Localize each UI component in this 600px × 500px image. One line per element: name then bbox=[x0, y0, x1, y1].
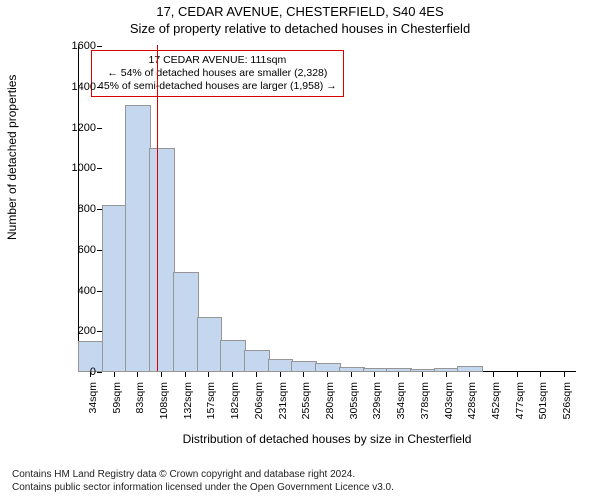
x-tick-mark bbox=[280, 372, 281, 377]
x-tick-mark bbox=[303, 372, 304, 377]
histogram-bar bbox=[269, 360, 293, 371]
x-tick-label: 428sqm bbox=[466, 382, 478, 432]
y-axis-label: Number of detached properties bbox=[5, 75, 19, 240]
histogram-bar bbox=[245, 351, 269, 371]
x-tick-label: 206sqm bbox=[253, 382, 265, 432]
y-tick: 1200 bbox=[56, 122, 96, 134]
histogram-bar bbox=[174, 273, 198, 371]
x-tick-label: 477sqm bbox=[514, 382, 526, 432]
chart-container: Number of detached properties 17 CEDAR A… bbox=[0, 40, 600, 440]
info-line-2: ← 54% of detached houses are smaller (2,… bbox=[98, 67, 337, 80]
x-tick-mark bbox=[422, 372, 423, 377]
x-tick-mark bbox=[469, 372, 470, 377]
x-tick-mark bbox=[114, 372, 115, 377]
x-tick-label: 280sqm bbox=[324, 382, 336, 432]
x-tick-mark bbox=[446, 372, 447, 377]
x-tick-label: 108sqm bbox=[158, 382, 170, 432]
x-tick-label: 526sqm bbox=[561, 382, 573, 432]
histogram-bar bbox=[221, 341, 245, 371]
x-tick-label: 329sqm bbox=[371, 382, 383, 432]
x-tick-mark bbox=[256, 372, 257, 377]
x-tick-mark bbox=[351, 372, 352, 377]
x-axis-label: Distribution of detached houses by size … bbox=[78, 432, 576, 446]
histogram-bar bbox=[411, 370, 435, 371]
histogram-bar bbox=[126, 106, 150, 371]
histogram-bar bbox=[435, 369, 459, 371]
x-tick-label: 182sqm bbox=[229, 382, 241, 432]
x-tick-label: 231sqm bbox=[277, 382, 289, 432]
x-tick-mark bbox=[185, 372, 186, 377]
footer-line-1: Contains HM Land Registry data © Crown c… bbox=[12, 468, 394, 481]
x-tick-mark bbox=[327, 372, 328, 377]
marker-info-box: 17 CEDAR AVENUE: 111sqm ← 54% of detache… bbox=[91, 50, 344, 97]
plot-area: 17 CEDAR AVENUE: 111sqm ← 54% of detache… bbox=[78, 46, 576, 372]
info-line-1: 17 CEDAR AVENUE: 111sqm bbox=[98, 54, 337, 67]
subtitle: Size of property relative to detached ho… bbox=[0, 21, 600, 38]
footer: Contains HM Land Registry data © Crown c… bbox=[12, 468, 394, 494]
x-tick-label: 501sqm bbox=[537, 382, 549, 432]
x-tick-mark bbox=[517, 372, 518, 377]
x-tick-label: 403sqm bbox=[443, 382, 455, 432]
x-tick-mark bbox=[374, 372, 375, 377]
info-line-3: 45% of semi-detached houses are larger (… bbox=[98, 80, 337, 93]
x-tick-label: 305sqm bbox=[348, 382, 360, 432]
x-tick-label: 132sqm bbox=[182, 382, 194, 432]
y-tick: 200 bbox=[56, 325, 96, 337]
histogram-bar bbox=[198, 318, 222, 371]
address-line: 17, CEDAR AVENUE, CHESTERFIELD, S40 4ES bbox=[0, 4, 600, 21]
x-tick-label: 59sqm bbox=[111, 382, 123, 432]
histogram-bar bbox=[103, 206, 127, 371]
x-tick-mark bbox=[137, 372, 138, 377]
x-tick-mark bbox=[232, 372, 233, 377]
histogram-bar bbox=[364, 369, 388, 371]
y-tick: 400 bbox=[56, 285, 96, 297]
x-tick-mark bbox=[90, 372, 91, 377]
y-tick: 1000 bbox=[56, 162, 96, 174]
x-tick-mark bbox=[208, 372, 209, 377]
x-tick-mark bbox=[540, 372, 541, 377]
x-tick-label: 83sqm bbox=[134, 382, 146, 432]
histogram-bar bbox=[340, 368, 364, 371]
x-tick-label: 354sqm bbox=[395, 382, 407, 432]
footer-line-2: Contains public sector information licen… bbox=[12, 481, 394, 494]
histogram-bar bbox=[316, 364, 340, 371]
x-tick-label: 157sqm bbox=[205, 382, 217, 432]
x-tick-mark bbox=[398, 372, 399, 377]
y-tick: 1600 bbox=[56, 40, 96, 52]
histogram-bar bbox=[458, 367, 482, 371]
histogram-bar bbox=[150, 149, 174, 371]
x-tick-mark bbox=[564, 372, 565, 377]
x-tick-mark bbox=[161, 372, 162, 377]
y-tick: 1400 bbox=[56, 81, 96, 93]
x-tick-label: 34sqm bbox=[87, 382, 99, 432]
y-tick: 600 bbox=[56, 244, 96, 256]
y-tick: 800 bbox=[56, 203, 96, 215]
histogram-bar bbox=[387, 369, 411, 371]
chart-title-block: 17, CEDAR AVENUE, CHESTERFIELD, S40 4ES … bbox=[0, 0, 600, 38]
x-tick-label: 452sqm bbox=[490, 382, 502, 432]
x-tick-mark bbox=[493, 372, 494, 377]
histogram-bar bbox=[292, 362, 316, 371]
x-tick-label: 255sqm bbox=[300, 382, 312, 432]
x-tick-label: 378sqm bbox=[419, 382, 431, 432]
marker-line bbox=[157, 45, 158, 371]
